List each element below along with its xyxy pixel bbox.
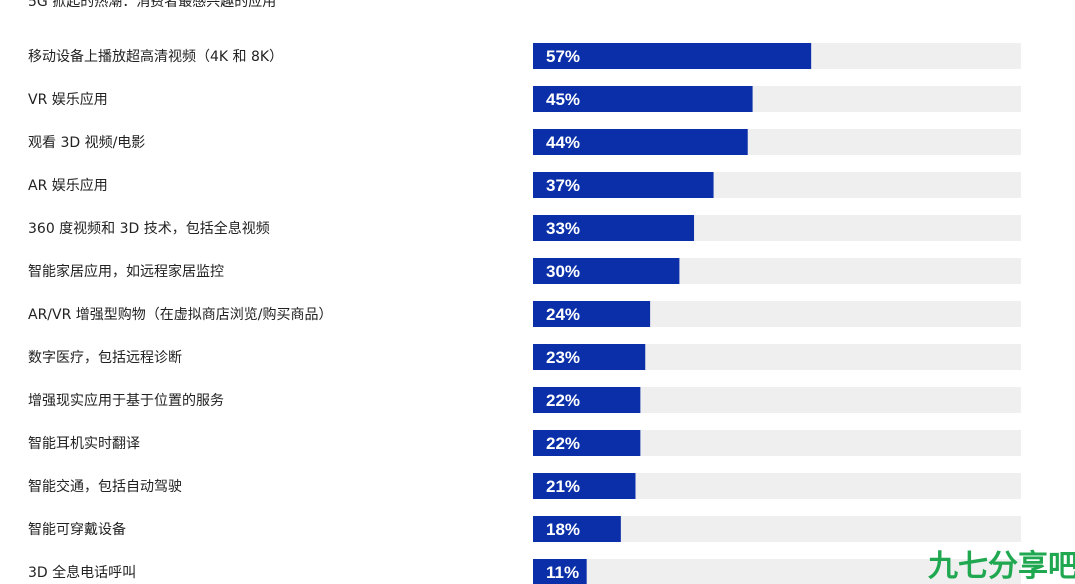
category-label: 智能可穿戴设备 <box>28 521 126 538</box>
category-label: 观看 3D 视频/电影 <box>28 135 145 151</box>
value-label: 22% <box>546 391 580 410</box>
bar <box>533 430 641 456</box>
bar-row: 智能耳机实时翻译 22% <box>28 430 1021 456</box>
bar-row: 智能可穿戴设备 18% <box>28 516 1021 542</box>
category-label: 增强现实应用于基于位置的服务 <box>28 392 224 409</box>
bar <box>533 473 636 499</box>
bar <box>533 43 812 69</box>
value-label: 21% <box>546 477 580 496</box>
category-label: 数字医疗，包括远程诊断 <box>28 350 182 366</box>
category-label: AR 娱乐应用 <box>28 177 108 194</box>
bar <box>533 344 646 370</box>
value-label: 18% <box>546 520 580 539</box>
bar <box>533 387 641 413</box>
bars-layer: 移动设备上播放超高清视频（4K 和 8K） 57% VR 娱乐应用 45% 观看 3D … <box>28 43 1021 584</box>
category-label: VR 娱乐应用 <box>28 91 108 108</box>
bar <box>533 258 680 284</box>
bar-row: AR 娱乐应用 37% <box>28 172 1021 198</box>
bar-row: 360 度视频和 3D 技术，包括全息视频 33% <box>28 215 1021 241</box>
bar-row: 3D 全息电话呼叫 11% <box>28 559 1021 584</box>
bar <box>533 86 753 112</box>
bar-row: 智能家居应用，如远程家居监控 30% <box>28 258 1021 284</box>
bar <box>533 172 714 198</box>
bar-row: 观看 3D 视频/电影 44% <box>28 129 1021 155</box>
category-label: 3D 全息电话呼叫 <box>28 564 136 581</box>
category-label: 智能家居应用，如远程家居监控 <box>28 263 224 280</box>
bar <box>533 301 651 327</box>
category-label: 智能耳机实时翻译 <box>28 436 140 452</box>
value-label: 44% <box>546 133 580 152</box>
value-label: 30% <box>546 262 580 281</box>
bar-row: 增强现实应用于基于位置的服务 22% <box>28 387 1021 413</box>
bar <box>533 516 621 542</box>
value-label: 11% <box>546 563 579 582</box>
chart-title: 5G 掀起的热潮：消费者最感兴趣的应用 <box>28 0 276 10</box>
bar-row: 数字医疗，包括远程诊断 23% <box>28 344 1021 370</box>
value-label: 57% <box>546 47 580 66</box>
bar <box>533 559 587 584</box>
value-label: 24% <box>546 305 580 324</box>
value-label: 22% <box>546 434 580 453</box>
value-label: 33% <box>546 219 580 238</box>
value-label: 37% <box>546 176 580 195</box>
bar-row: VR 娱乐应用 45% <box>28 86 1021 112</box>
bar-row: AR/VR 增强型购物（在虚拟商店浏览/购买商品） 24% <box>28 301 1021 327</box>
value-label: 45% <box>546 90 580 109</box>
category-label: 智能交通，包括自动驾驶 <box>28 478 182 495</box>
bar-row: 智能交通，包括自动驾驶 21% <box>28 473 1021 499</box>
bar <box>533 129 748 155</box>
category-label: AR/VR 增强型购物（在虚拟商店浏览/购买商品） <box>28 307 333 323</box>
category-label: 360 度视频和 3D 技术，包括全息视频 <box>28 220 270 237</box>
bar <box>533 215 695 241</box>
bar-track <box>533 559 1021 584</box>
category-label: 移动设备上播放超高清视频（4K 和 8K） <box>28 48 283 65</box>
value-label: 23% <box>546 348 580 367</box>
watermark-logo: 九七分享吧 <box>928 549 1075 584</box>
bar-row: 移动设备上播放超高清视频（4K 和 8K） 57% <box>28 43 1021 69</box>
